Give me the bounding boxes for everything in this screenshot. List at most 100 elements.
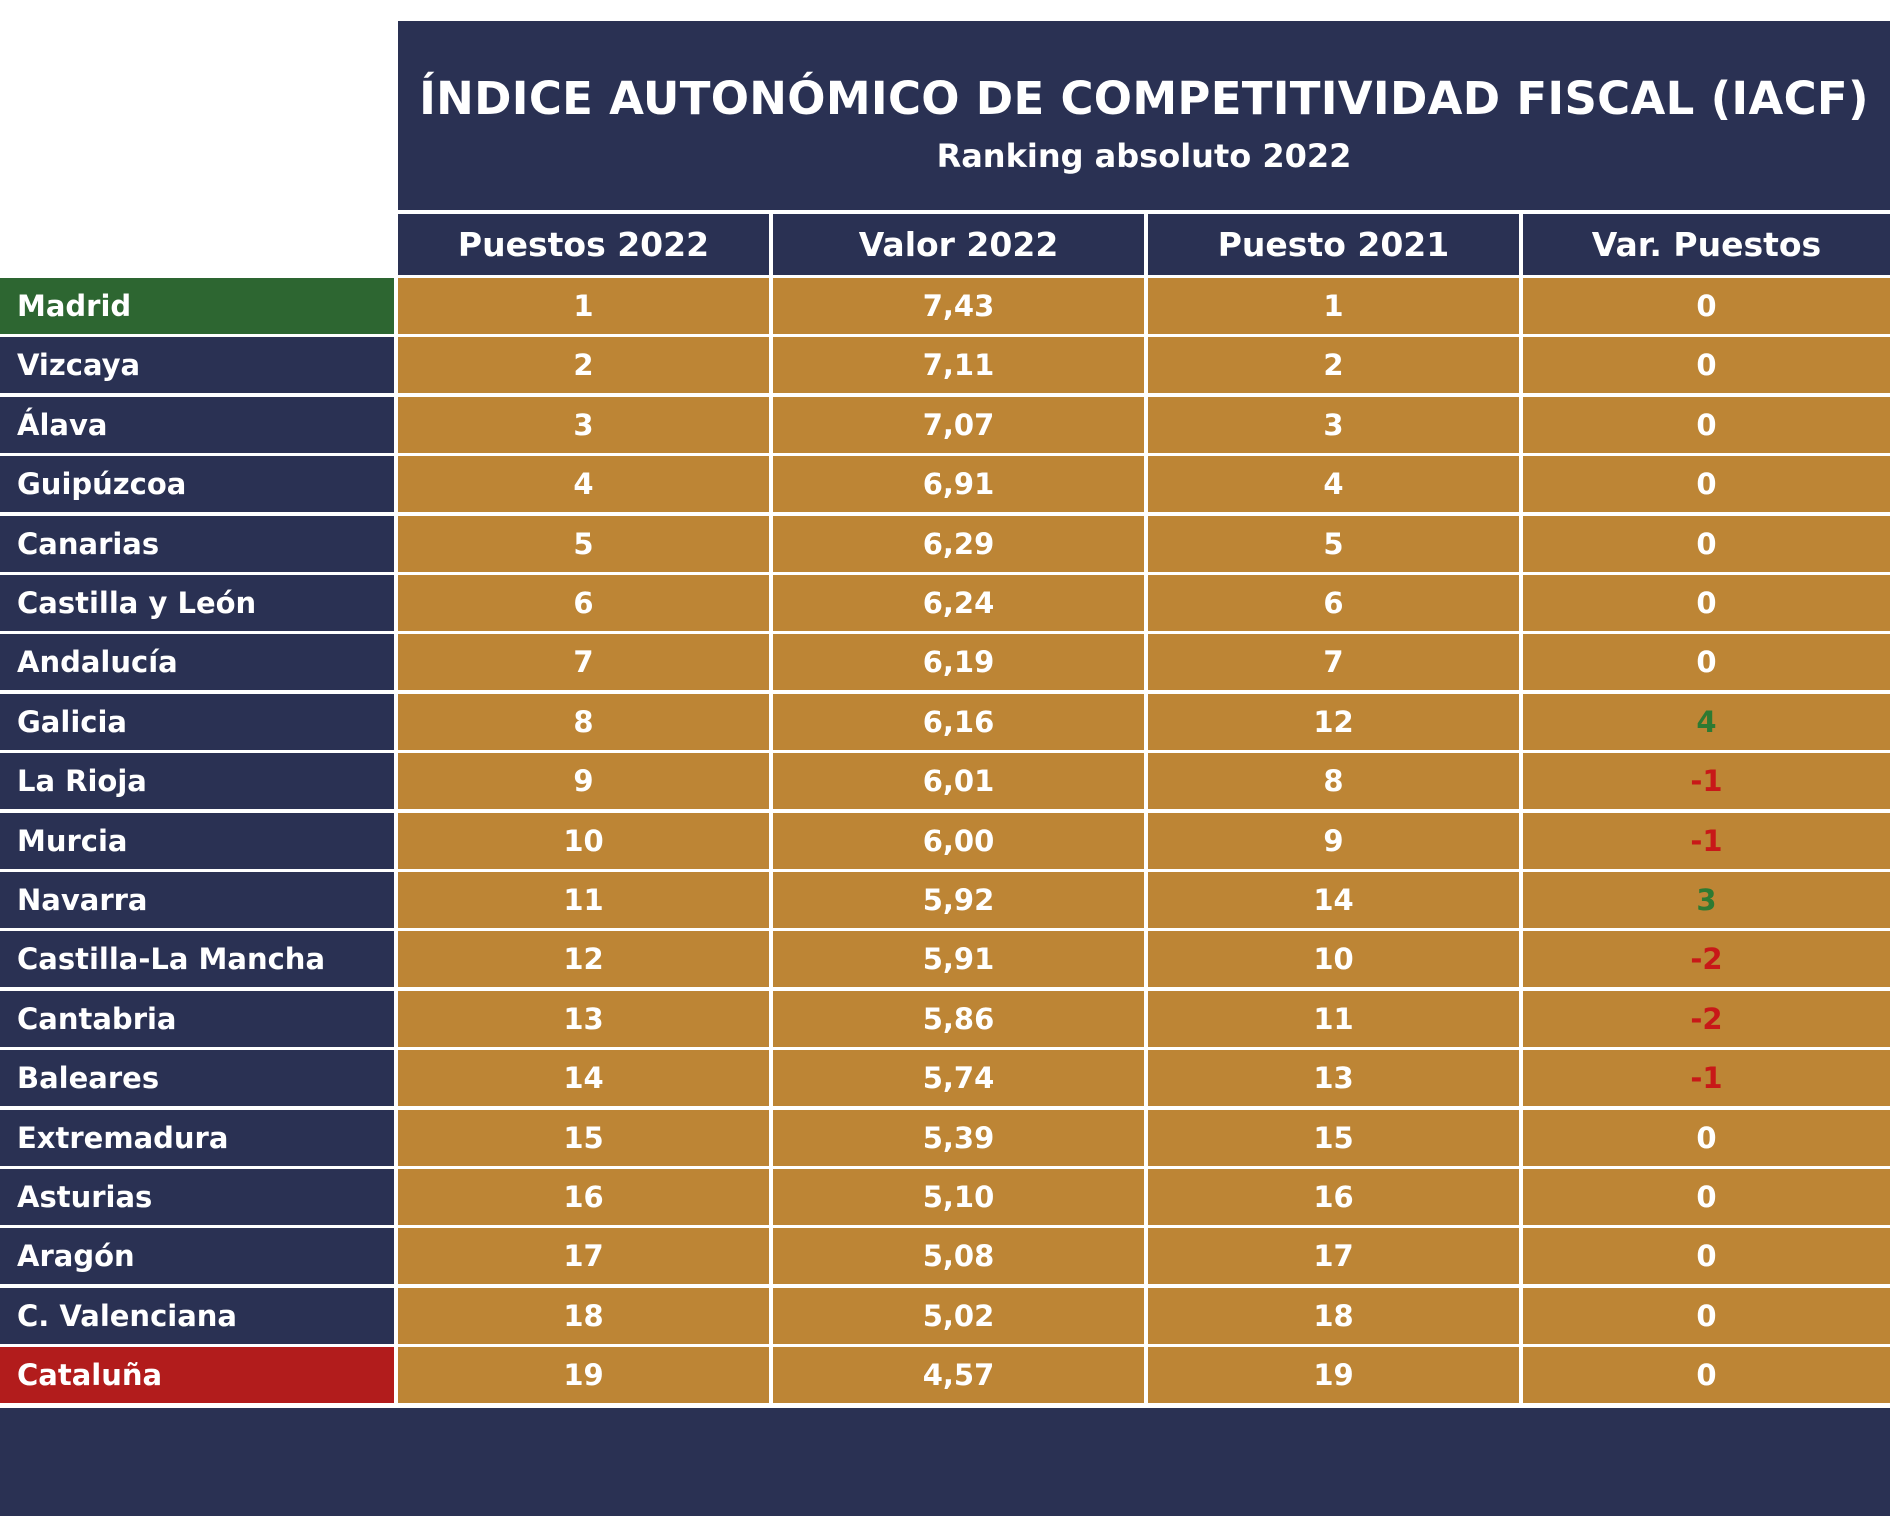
puesto-2021-cell: 4	[1148, 456, 1519, 512]
table-row: C. Valenciana 18 5,02 18 0	[0, 1288, 1890, 1344]
puesto-2022-cell: 6	[398, 575, 769, 631]
puesto-2021-cell: 12	[1148, 694, 1519, 750]
var-puestos-cell: 0	[1523, 634, 1890, 690]
puesto-2022-cell: 13	[398, 991, 769, 1047]
valor-2022-cell: 6,91	[773, 456, 1144, 512]
puesto-2021-cell: 8	[1148, 753, 1519, 809]
table-row: Cantabria 13 5,86 11 -2	[0, 991, 1890, 1047]
puesto-2022-cell: 17	[398, 1228, 769, 1284]
var-puestos-cell: 0	[1523, 1110, 1890, 1166]
var-puestos-cell: -1	[1523, 1050, 1890, 1106]
table-row: Castilla y León 6 6,24 6 0	[0, 575, 1890, 631]
puesto-2022-cell: 8	[398, 694, 769, 750]
valor-2022-cell: 5,10	[773, 1169, 1144, 1225]
var-puestos-cell: 0	[1523, 1288, 1890, 1344]
puesto-2021-cell: 17	[1148, 1228, 1519, 1284]
footer-bar	[0, 1408, 1890, 1516]
puesto-2022-cell: 19	[398, 1347, 769, 1403]
puesto-2022-cell: 4	[398, 456, 769, 512]
var-puestos-cell: -1	[1523, 813, 1890, 869]
var-puestos-cell: 0	[1523, 337, 1890, 393]
puesto-2022-cell: 5	[398, 516, 769, 572]
var-puestos-cell: 0	[1523, 575, 1890, 631]
title-banner: ÍNDICE AUTONÓMICO DE COMPETITIVIDAD FISC…	[398, 21, 1890, 210]
valor-2022-cell: 5,86	[773, 991, 1144, 1047]
region-name: La Rioja	[0, 753, 394, 809]
puesto-2022-cell: 10	[398, 813, 769, 869]
puesto-2022-cell: 11	[398, 872, 769, 928]
region-name: Madrid	[0, 278, 394, 334]
valor-2022-cell: 5,08	[773, 1228, 1144, 1284]
puesto-2021-cell: 14	[1148, 872, 1519, 928]
valor-2022-cell: 4,57	[773, 1347, 1144, 1403]
puesto-2022-cell: 16	[398, 1169, 769, 1225]
valor-2022-cell: 6,19	[773, 634, 1144, 690]
table-row: Guipúzcoa 4 6,91 4 0	[0, 456, 1890, 512]
region-name: C. Valenciana	[0, 1288, 394, 1344]
var-puestos-cell: 0	[1523, 456, 1890, 512]
column-header-puestos-2022: Puestos 2022	[398, 214, 769, 275]
puesto-2021-cell: 15	[1148, 1110, 1519, 1166]
table-row: Extremadura 15 5,39 15 0	[0, 1110, 1890, 1166]
var-puestos-cell: 0	[1523, 1169, 1890, 1225]
valor-2022-cell: 5,91	[773, 931, 1144, 987]
puesto-2022-cell: 7	[398, 634, 769, 690]
var-puestos-cell: 0	[1523, 278, 1890, 334]
region-name: Vizcaya	[0, 337, 394, 393]
puesto-2021-cell: 9	[1148, 813, 1519, 869]
region-name: Extremadura	[0, 1110, 394, 1166]
valor-2022-cell: 6,01	[773, 753, 1144, 809]
table-row: Baleares 14 5,74 13 -1	[0, 1050, 1890, 1106]
table-row: Canarias 5 6,29 5 0	[0, 516, 1890, 572]
puesto-2022-cell: 18	[398, 1288, 769, 1344]
puesto-2021-cell: 18	[1148, 1288, 1519, 1344]
puesto-2021-cell: 11	[1148, 991, 1519, 1047]
puesto-2021-cell: 1	[1148, 278, 1519, 334]
puesto-2021-cell: 10	[1148, 931, 1519, 987]
puesto-2022-cell: 2	[398, 337, 769, 393]
table-row: Vizcaya 2 7,11 2 0	[0, 337, 1890, 393]
puesto-2021-cell: 3	[1148, 397, 1519, 453]
var-puestos-cell: 0	[1523, 1228, 1890, 1284]
region-name: Navarra	[0, 872, 394, 928]
table-row: Aragón 17 5,08 17 0	[0, 1228, 1890, 1284]
puesto-2021-cell: 16	[1148, 1169, 1519, 1225]
region-name: Cantabria	[0, 991, 394, 1047]
puesto-2022-cell: 12	[398, 931, 769, 987]
puesto-2021-cell: 19	[1148, 1347, 1519, 1403]
region-name: Baleares	[0, 1050, 394, 1106]
puesto-2021-cell: 6	[1148, 575, 1519, 631]
valor-2022-cell: 7,07	[773, 397, 1144, 453]
table-subtitle: Ranking absoluto 2022	[936, 137, 1352, 175]
table-row: Murcia 10 6,00 9 -1	[0, 813, 1890, 869]
table-row: Andalucía 7 6,19 7 0	[0, 634, 1890, 690]
region-name: Álava	[0, 397, 394, 453]
table-row: Cataluña 19 4,57 19 0	[0, 1347, 1890, 1403]
valor-2022-cell: 6,16	[773, 694, 1144, 750]
region-name: Guipúzcoa	[0, 456, 394, 512]
var-puestos-cell: -2	[1523, 991, 1890, 1047]
column-header-puesto-2021: Puesto 2021	[1148, 214, 1519, 275]
table-row: Madrid 1 7,43 1 0	[0, 278, 1890, 334]
region-name: Andalucía	[0, 634, 394, 690]
valor-2022-cell: 7,43	[773, 278, 1144, 334]
region-name: Murcia	[0, 813, 394, 869]
region-name: Castilla y León	[0, 575, 394, 631]
table-row: Galicia 8 6,16 12 4	[0, 694, 1890, 750]
column-header-var-puestos: Var. Puestos	[1523, 214, 1890, 275]
region-name: Aragón	[0, 1228, 394, 1284]
var-puestos-cell: 0	[1523, 397, 1890, 453]
table-title: ÍNDICE AUTONÓMICO DE COMPETITIVIDAD FISC…	[419, 72, 1869, 125]
region-name: Galicia	[0, 694, 394, 750]
region-name: Asturias	[0, 1169, 394, 1225]
puesto-2022-cell: 3	[398, 397, 769, 453]
table-row: Asturias 16 5,10 16 0	[0, 1169, 1890, 1225]
puesto-2021-cell: 5	[1148, 516, 1519, 572]
var-puestos-cell: 0	[1523, 1347, 1890, 1403]
var-puestos-cell: 4	[1523, 694, 1890, 750]
column-header-row: Puestos 2022 Valor 2022 Puesto 2021 Var.…	[398, 214, 1890, 275]
valor-2022-cell: 5,39	[773, 1110, 1144, 1166]
var-puestos-cell: -2	[1523, 931, 1890, 987]
puesto-2022-cell: 14	[398, 1050, 769, 1106]
